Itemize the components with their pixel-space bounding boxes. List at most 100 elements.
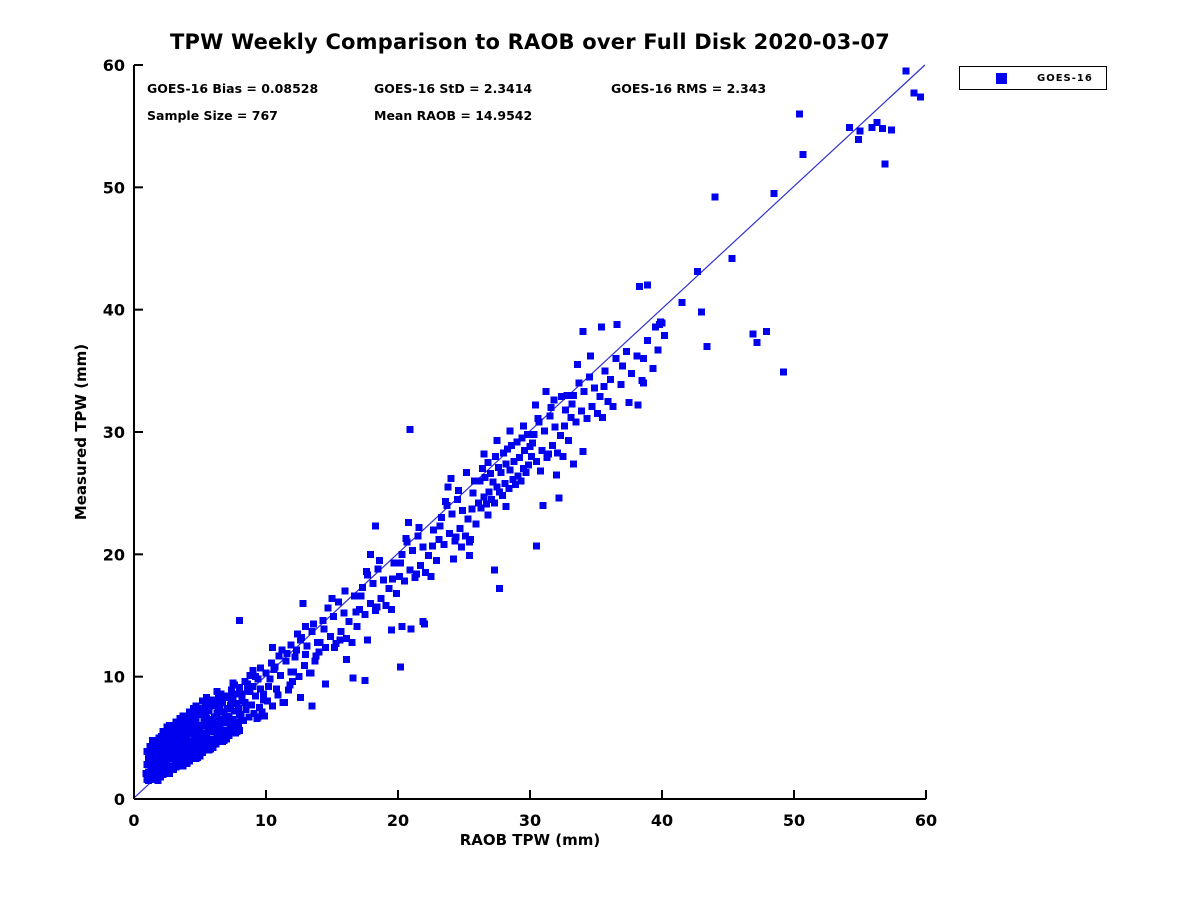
data-point — [372, 522, 380, 530]
data-point — [649, 364, 657, 372]
data-point — [799, 150, 807, 158]
legend-marker-icon — [996, 72, 1007, 84]
data-point — [172, 718, 180, 726]
data-point — [187, 724, 195, 732]
data-point — [156, 760, 164, 768]
data-point — [372, 607, 380, 615]
data-point — [217, 715, 225, 723]
data-point — [151, 767, 159, 775]
data-point — [145, 768, 153, 776]
data-point — [217, 733, 225, 741]
data-point — [229, 715, 237, 723]
data-point — [651, 323, 659, 331]
data-point — [160, 764, 168, 772]
data-point — [181, 720, 189, 728]
data-point — [316, 638, 324, 646]
data-point — [229, 679, 237, 687]
data-point — [478, 465, 486, 473]
data-point — [521, 446, 529, 454]
data-point — [246, 671, 254, 679]
data-point — [274, 691, 282, 699]
data-point — [678, 298, 686, 306]
data-point — [453, 495, 461, 503]
legend-entry-label: GOES-16 — [1037, 72, 1093, 84]
data-point — [356, 605, 364, 613]
data-point — [216, 724, 224, 732]
data-point — [280, 698, 288, 706]
data-point — [655, 320, 663, 328]
data-point — [445, 530, 453, 538]
data-point — [189, 755, 197, 763]
data-point — [181, 739, 189, 747]
data-point — [148, 771, 156, 779]
data-point — [197, 744, 205, 752]
data-point — [447, 474, 455, 482]
data-point — [299, 599, 307, 607]
data-point — [233, 728, 241, 736]
data-point — [237, 712, 245, 720]
data-point — [277, 671, 285, 679]
data-point — [220, 708, 228, 716]
data-point — [364, 636, 372, 644]
data-point — [856, 127, 864, 135]
data-point — [250, 709, 258, 717]
data-point — [452, 533, 460, 541]
data-point — [166, 752, 174, 760]
data-point — [485, 488, 493, 496]
data-point — [599, 413, 607, 421]
data-point — [568, 400, 576, 408]
stat-std: GOES-16 StD = 2.3414 — [374, 81, 533, 96]
data-point — [340, 609, 348, 617]
data-point — [382, 602, 390, 610]
data-point — [224, 704, 232, 712]
data-point — [490, 566, 498, 574]
data-point — [214, 703, 222, 711]
data-point — [415, 523, 423, 531]
data-point — [873, 118, 881, 126]
data-point — [564, 437, 572, 445]
y-axis-label: Measured TPW (mm) — [72, 343, 90, 521]
data-point — [345, 618, 353, 626]
data-point — [694, 268, 702, 276]
data-point — [703, 342, 711, 350]
data-point — [183, 745, 191, 753]
data-point — [162, 745, 170, 753]
data-point — [204, 718, 212, 726]
data-point — [435, 536, 443, 544]
data-point — [332, 640, 340, 648]
data-point — [428, 542, 436, 550]
data-point — [220, 726, 228, 734]
data-point — [449, 555, 457, 563]
data-point — [526, 443, 534, 451]
data-point — [207, 745, 215, 753]
data-point — [881, 160, 889, 168]
data-point — [160, 761, 168, 769]
data-point — [618, 362, 626, 370]
data-point — [273, 685, 281, 693]
data-point — [350, 592, 358, 600]
data-point — [361, 610, 369, 618]
data-point — [389, 575, 397, 583]
data-point — [406, 566, 414, 574]
data-point — [321, 680, 329, 688]
data-point — [224, 726, 232, 734]
data-point — [910, 89, 918, 97]
data-point — [230, 724, 238, 732]
data-point — [397, 663, 405, 671]
data-point — [244, 680, 252, 688]
data-point — [209, 728, 217, 736]
data-point — [191, 750, 199, 758]
data-point — [251, 692, 259, 700]
data-point — [502, 460, 510, 468]
data-point — [459, 506, 467, 514]
data-point — [525, 461, 533, 469]
data-point — [343, 635, 351, 643]
data-point — [174, 760, 182, 768]
data-point — [170, 752, 178, 760]
data-point — [424, 552, 432, 560]
data-point — [296, 693, 304, 701]
y-tick-label: 60 — [103, 56, 125, 75]
data-point — [468, 505, 476, 513]
data-point — [510, 457, 518, 465]
